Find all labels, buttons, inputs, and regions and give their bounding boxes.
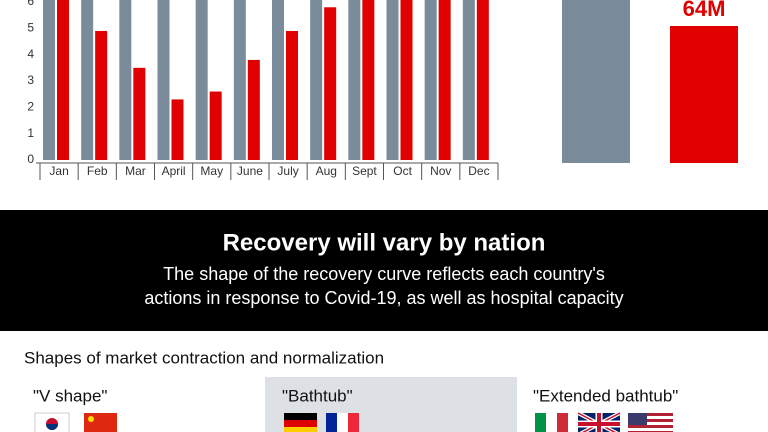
x-tick-label: June — [237, 164, 263, 178]
y-tick-label: 4 — [27, 47, 34, 61]
bar — [400, 0, 413, 160]
bar — [670, 26, 738, 163]
column-title: "V shape" — [33, 386, 107, 405]
charts: 0 1 2 3 4 5 6 Jan Feb Mar April May June July Aug Sept O… — [27, 0, 738, 180]
bar — [209, 91, 222, 160]
bar — [157, 0, 170, 161]
x-tick-label: Aug — [316, 164, 337, 178]
bar — [43, 0, 55, 161]
bar — [324, 7, 337, 161]
bar — [119, 0, 132, 161]
bar — [438, 0, 451, 160]
y-tick-label: 3 — [27, 73, 34, 87]
bar — [233, 0, 246, 161]
x-tick-label: May — [200, 164, 223, 178]
bar — [476, 0, 489, 160]
banner-subtitle: actions in response to Covid-19, as well… — [144, 288, 623, 308]
bar — [286, 30, 298, 160]
bar — [133, 67, 146, 160]
x-tick-label: Mar — [125, 164, 146, 178]
banner — [0, 210, 768, 331]
x-tick-label: Nov — [430, 164, 451, 178]
flag-italy — [535, 413, 568, 432]
bar — [95, 30, 108, 160]
banner-subtitle: The shape of the recovery curve reflects… — [163, 264, 605, 284]
bar — [424, 0, 437, 161]
x-tick-label: Sept — [352, 164, 377, 178]
bar — [81, 0, 94, 161]
bar — [195, 0, 208, 161]
section-heading: Shapes of market contraction and normali… — [24, 348, 384, 367]
y-tick-label: 5 — [27, 21, 34, 35]
x-tick-label: Oct — [393, 164, 412, 178]
bar — [462, 0, 475, 161]
y-tick-label: 0 — [27, 152, 34, 166]
bar — [171, 99, 184, 160]
flag-germany — [284, 413, 317, 432]
x-tick-label: Jan — [49, 164, 68, 178]
bar — [247, 59, 260, 160]
bar — [310, 0, 323, 161]
bar — [272, 0, 284, 161]
column-title: "Bathtub" — [282, 386, 353, 405]
value-label: 64M — [683, 0, 726, 21]
bar — [57, 0, 69, 160]
x-tick-label: April — [162, 164, 186, 178]
bar — [386, 0, 399, 161]
y-tick-label: 6 — [27, 0, 34, 8]
y-tick-label: 1 — [27, 126, 34, 140]
y-tick-label: 2 — [27, 100, 34, 114]
x-tick-label: Feb — [87, 164, 108, 178]
bar — [362, 0, 375, 160]
bar — [348, 0, 361, 161]
flag-china — [84, 413, 117, 432]
x-tick-label: Dec — [468, 164, 489, 178]
flag-uk — [577, 411, 621, 432]
bar — [562, 0, 630, 163]
flag-korea — [34, 412, 70, 432]
flag-us — [628, 413, 673, 432]
column-title: "Extended bathtub" — [533, 386, 678, 405]
flag-france — [326, 413, 359, 432]
x-tick-label: July — [277, 164, 298, 178]
banner-title: Recovery will vary by nation — [223, 229, 546, 256]
